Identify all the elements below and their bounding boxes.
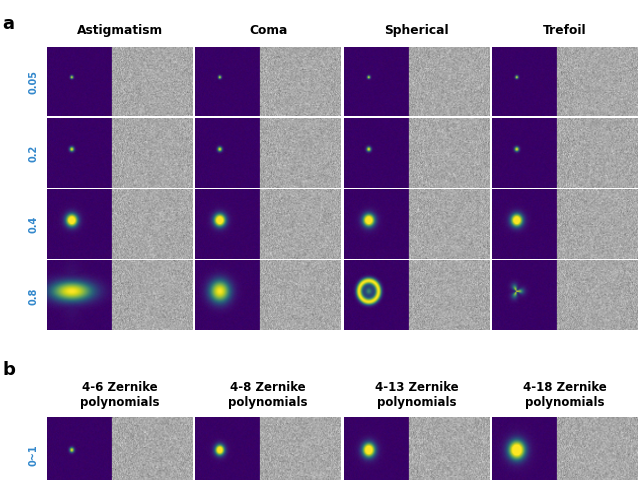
Text: 0~1: 0~1: [29, 444, 39, 465]
Text: 0.8: 0.8: [29, 287, 39, 304]
Text: 4-6 Zernike
polynomials: 4-6 Zernike polynomials: [80, 380, 159, 408]
Text: a: a: [3, 15, 15, 33]
Text: 4-13 Zernike
polynomials: 4-13 Zernike polynomials: [375, 380, 458, 408]
Text: b: b: [3, 360, 15, 378]
Text: Astigmatism: Astigmatism: [77, 24, 163, 37]
Text: 0.05: 0.05: [29, 71, 39, 94]
Text: Spherical: Spherical: [385, 24, 449, 37]
Text: 0.4: 0.4: [29, 216, 39, 233]
Text: 4-8 Zernike
polynomials: 4-8 Zernike polynomials: [228, 380, 308, 408]
Text: 4-18 Zernike
polynomials: 4-18 Zernike polynomials: [524, 380, 607, 408]
Text: Coma: Coma: [249, 24, 287, 37]
Text: Trefoil: Trefoil: [543, 24, 587, 37]
Text: 0.2: 0.2: [29, 145, 39, 162]
